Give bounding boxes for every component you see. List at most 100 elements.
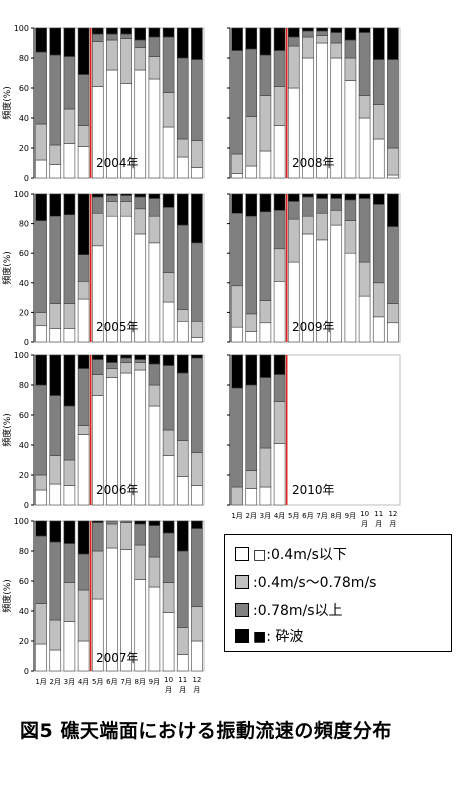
bar-segment [91, 193, 104, 198]
bar-segment [120, 195, 132, 202]
bar-segment [330, 42, 343, 59]
bar-segment [231, 285, 243, 328]
bar-segment [120, 357, 132, 363]
bar-segment [259, 486, 272, 506]
bar-segment [358, 193, 371, 199]
bar-segment [63, 108, 76, 144]
bar-segment [344, 80, 357, 179]
bar-segment [344, 27, 357, 41]
bar-segment [120, 27, 132, 35]
bar-segment [35, 220, 47, 313]
bar-segment [120, 520, 132, 523]
bar-segment [49, 455, 62, 485]
bar-segment [35, 123, 47, 161]
bar-segment [77, 74, 90, 126]
bar-segment [148, 556, 161, 588]
panel-year-label: 2005年 [96, 320, 139, 334]
panel-year-label: 2009年 [292, 320, 335, 334]
bar-segment [372, 193, 385, 205]
bar-segment [191, 140, 203, 168]
month-label: 月 [361, 520, 368, 528]
bar-segment [372, 316, 385, 343]
bar-segment [176, 320, 189, 343]
legend-item-low: □:0.4m/s以下 [235, 543, 347, 565]
month-label: 1月 [231, 512, 242, 520]
bar-segment [63, 27, 76, 57]
legend-label-low: □:0.4m/s以下 [253, 547, 347, 563]
bar-segment [316, 212, 328, 241]
month-label: 11 [374, 510, 383, 518]
bar-segment [148, 586, 161, 672]
month-label: 7月 [120, 678, 131, 686]
month-label: 3月 [260, 512, 271, 520]
month-label: 5月 [92, 678, 103, 686]
bar-segment [77, 589, 90, 642]
bar-segment [106, 520, 118, 525]
bar-segment [49, 193, 62, 217]
bar-segment [35, 193, 47, 221]
bar-segment [191, 640, 203, 672]
bar-segment [259, 211, 272, 301]
bar-segment [191, 242, 203, 322]
bar-segment [106, 27, 118, 35]
bar-segment [148, 36, 161, 57]
bar-segment [358, 95, 371, 119]
bar-segment [245, 354, 258, 386]
bar-segment [231, 153, 243, 174]
bar-segment [372, 204, 385, 284]
bar-segment [134, 362, 147, 371]
bar-segment [330, 27, 343, 33]
y-axis-label: 頻度(%) [1, 579, 13, 613]
bar-segment [91, 196, 104, 214]
bar-segment [176, 156, 189, 179]
bar-segment [245, 165, 258, 179]
panel-year-label: 2010年 [292, 483, 335, 497]
month-label: 月 [193, 686, 200, 694]
bar-segment [316, 30, 328, 36]
panel-year-label: 2006年 [96, 483, 139, 497]
month-label: 月 [389, 520, 396, 528]
month-label: 月 [165, 686, 172, 694]
bar-segment [63, 485, 76, 506]
bar-segment [191, 354, 203, 359]
bar-segment [91, 41, 104, 87]
bar-segment [49, 649, 62, 672]
bar-segment [63, 354, 76, 407]
bar-segment [49, 144, 62, 165]
month-label: 12 [192, 676, 201, 684]
bar-segment [358, 117, 371, 179]
bar-segment [148, 405, 161, 506]
y-tick-label: 100 [14, 517, 29, 526]
bar-segment [77, 425, 90, 435]
bar-segment [191, 357, 203, 453]
bar-segment [148, 56, 161, 80]
bar-segment [231, 212, 243, 287]
bar-segment [245, 331, 258, 343]
y-tick-label: 60 [19, 577, 29, 586]
bar-segment [63, 214, 76, 304]
bar-segment [245, 116, 258, 167]
bar-segment [134, 354, 147, 360]
bar-segment [35, 325, 47, 343]
bar-segment [148, 363, 161, 386]
bar-segment [191, 320, 203, 338]
month-label: 12 [388, 510, 397, 518]
y-tick-label: 20 [19, 308, 29, 317]
bar-segment [148, 215, 161, 244]
bar-segment [91, 520, 104, 523]
bar-segment [106, 523, 118, 549]
bar-segment [387, 193, 399, 227]
bar-segment [176, 372, 189, 441]
bar-segment [176, 550, 189, 628]
bar-segment [77, 553, 90, 591]
bar-segment [330, 198, 343, 211]
figure-caption: 図5 礁天端面における振動流速の頻度分布 [20, 720, 392, 742]
bar-segment [231, 387, 243, 488]
bar-segment [191, 485, 203, 506]
bar-segment [77, 520, 90, 555]
bar-segment [344, 199, 357, 221]
bar-segment [77, 434, 90, 506]
legend-label-high: :0.78m/s以上 [253, 603, 343, 619]
bar-segment [77, 125, 90, 147]
bar-segment [273, 248, 286, 282]
